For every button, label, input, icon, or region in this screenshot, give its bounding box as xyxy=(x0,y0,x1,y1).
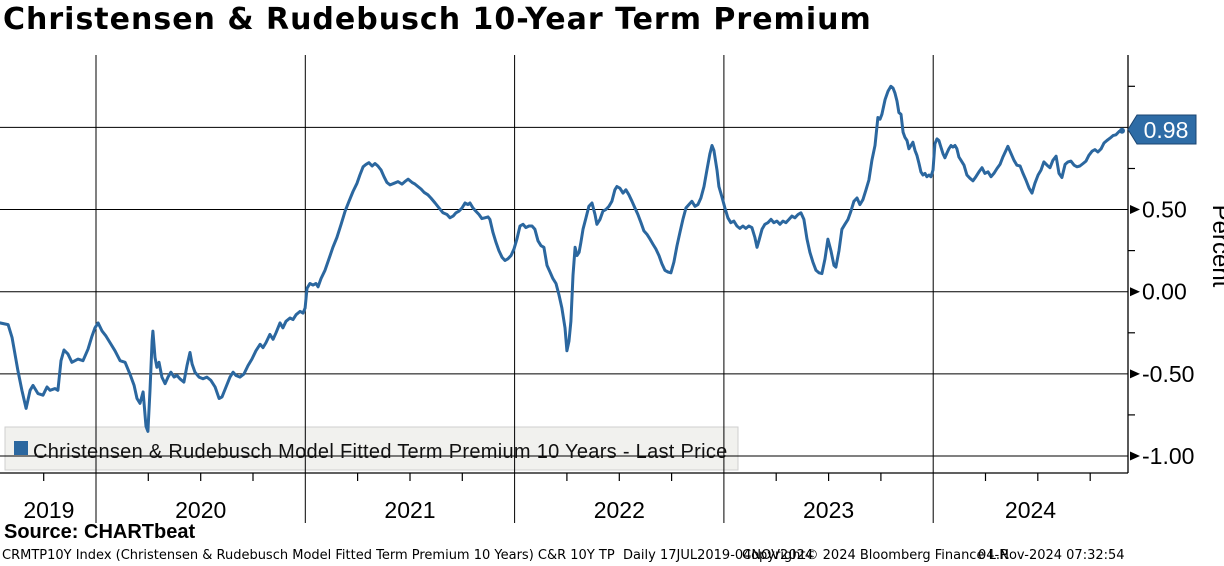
x-axis-label: 2021 xyxy=(384,497,435,523)
x-axis-label: 2024 xyxy=(1005,497,1056,523)
page-title: Christensen & Rudebusch 10-Year Term Pre… xyxy=(3,2,872,37)
series-last-point xyxy=(1119,127,1125,134)
y-tick-label: 0.00 xyxy=(1142,279,1187,305)
footer-description: CRMTP10Y Index (Christensen & Rudebusch … xyxy=(2,548,814,563)
y-tick-label: -1.00 xyxy=(1142,443,1194,469)
legend-label: Christensen & Rudebusch Model Fitted Ter… xyxy=(33,441,728,463)
y-tick-arrow xyxy=(1130,287,1140,297)
footer-timestamp: 04-Nov-2024 07:32:54 xyxy=(978,548,1125,563)
y-tick-label: -0.50 xyxy=(1142,361,1194,387)
x-axis-label: 2020 xyxy=(175,497,226,523)
y-tick-arrow xyxy=(1130,369,1140,379)
series-line xyxy=(0,84,1124,433)
footer-bar: CRMTP10Y Index (Christensen & Rudebusch … xyxy=(0,548,1224,564)
y-tick-arrow xyxy=(1130,205,1140,215)
y-axis-title: Percent xyxy=(1207,205,1224,288)
legend-swatch xyxy=(14,441,28,455)
x-axis-label: 2023 xyxy=(803,497,854,523)
y-tick-label: 0.50 xyxy=(1142,197,1187,223)
source-line: Source: CHARTbeat xyxy=(4,521,196,543)
last-price-value: 0.98 xyxy=(1144,117,1189,143)
last-price-badge xyxy=(1127,114,1197,145)
x-axis-label: 2022 xyxy=(594,497,645,523)
y-tick-arrow xyxy=(1130,451,1140,461)
legend-box xyxy=(4,426,739,471)
x-axis-label: 2019 xyxy=(23,497,74,523)
footer-copyright: Copyright© 2024 Bloomberg Finance L.P. xyxy=(742,548,1010,563)
